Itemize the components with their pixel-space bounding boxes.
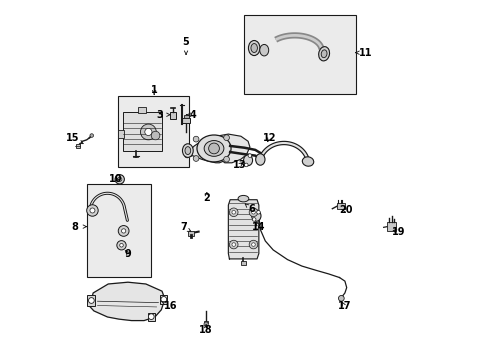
Ellipse shape [243,155,252,166]
Circle shape [193,156,199,161]
Circle shape [249,208,257,217]
Bar [386,222,395,231]
Bar [203,320,208,323]
Text: 14: 14 [252,222,265,232]
Ellipse shape [318,47,329,61]
Ellipse shape [203,140,224,156]
Text: 19: 19 [391,227,405,237]
Polygon shape [185,134,249,163]
Circle shape [120,243,123,247]
Bar [122,112,162,151]
Circle shape [90,208,95,213]
Bar [160,295,167,304]
Bar [86,184,151,277]
Bar [76,144,80,148]
Polygon shape [89,282,164,320]
Text: 12: 12 [263,133,276,143]
Circle shape [117,240,126,250]
Text: 17: 17 [337,301,350,311]
Text: 16: 16 [161,301,177,311]
Circle shape [231,211,235,214]
Circle shape [229,208,238,217]
Bar [182,118,190,123]
Circle shape [144,129,152,135]
Bar [147,313,155,320]
Circle shape [88,298,94,303]
Text: 18: 18 [199,324,212,335]
Ellipse shape [197,135,230,162]
Text: 2: 2 [203,193,210,203]
Bar [183,115,188,118]
Circle shape [223,156,229,162]
Ellipse shape [251,211,261,221]
Ellipse shape [259,44,268,56]
Circle shape [193,136,199,142]
Circle shape [203,322,208,326]
Circle shape [223,135,229,140]
Circle shape [244,163,247,167]
Text: 4: 4 [186,110,196,120]
Text: 8: 8 [72,222,86,231]
Text: 20: 20 [338,206,352,216]
Text: 7: 7 [180,222,190,232]
Circle shape [140,124,156,140]
Text: 9: 9 [124,248,131,258]
Bar [240,261,246,265]
Circle shape [247,154,251,157]
Circle shape [118,226,129,236]
Text: 3: 3 [156,110,170,120]
Circle shape [251,243,255,246]
Ellipse shape [321,50,326,58]
Text: 6: 6 [244,204,255,215]
Ellipse shape [184,147,190,154]
Circle shape [229,240,238,249]
Circle shape [148,314,154,319]
Ellipse shape [250,44,257,53]
Text: 11: 11 [355,48,372,58]
Ellipse shape [238,195,248,202]
Bar [244,15,355,94]
Circle shape [251,211,255,214]
Bar [187,230,194,235]
Circle shape [86,205,98,216]
Circle shape [151,131,160,140]
Circle shape [121,229,125,233]
Ellipse shape [248,41,260,55]
Circle shape [208,143,219,154]
Circle shape [256,211,260,214]
Bar [87,296,95,306]
Circle shape [252,218,255,221]
Text: 15: 15 [66,133,83,144]
Circle shape [117,177,122,181]
Circle shape [338,296,344,301]
Bar [169,112,176,120]
Circle shape [249,240,257,249]
Circle shape [231,243,235,246]
Bar [118,130,124,138]
Ellipse shape [255,154,264,165]
Bar [336,203,344,210]
Text: 5: 5 [183,37,189,54]
Ellipse shape [302,157,313,166]
Ellipse shape [182,144,193,157]
Text: 10: 10 [108,174,122,184]
Text: 13: 13 [233,160,246,170]
Text: 1: 1 [150,85,157,95]
Bar [137,107,145,113]
Bar [118,96,188,167]
Circle shape [115,175,124,184]
Circle shape [90,134,93,137]
Circle shape [161,297,166,302]
Polygon shape [228,200,258,259]
